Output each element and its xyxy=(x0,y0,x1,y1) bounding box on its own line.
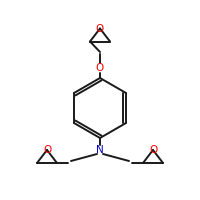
Text: O: O xyxy=(96,63,104,73)
Text: O: O xyxy=(149,145,157,155)
Text: N: N xyxy=(96,145,104,155)
Text: O: O xyxy=(43,145,51,155)
Text: O: O xyxy=(96,23,104,33)
